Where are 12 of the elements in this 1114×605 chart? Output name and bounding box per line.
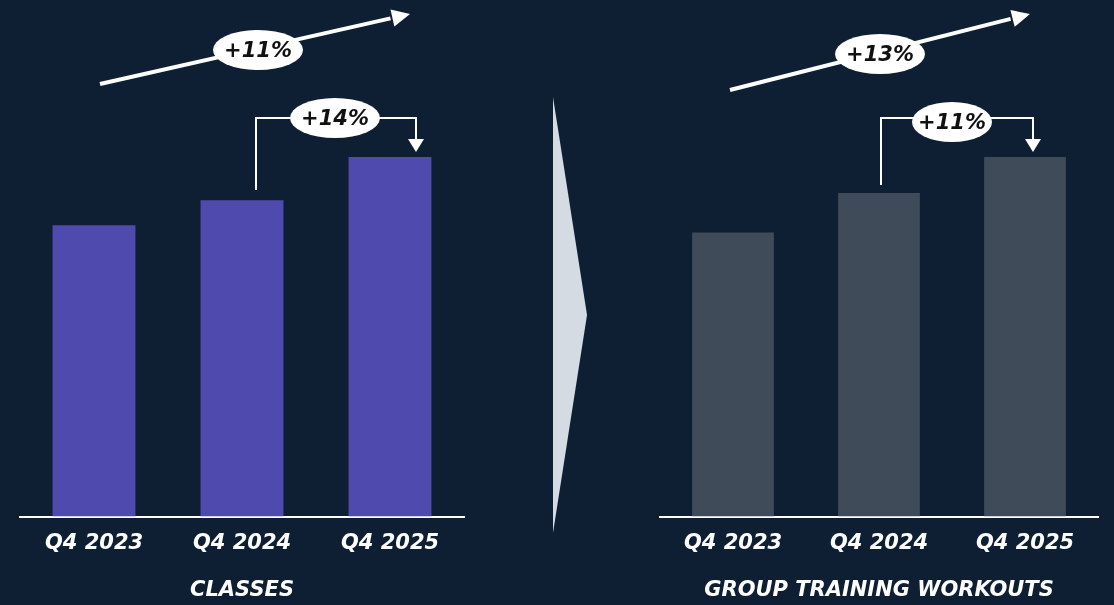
x-tick-label: Q4 2023: [44, 529, 144, 554]
x-tick-label: Q4 2024: [829, 529, 929, 554]
text: +13%: [835, 34, 925, 74]
text: +11%: [213, 30, 303, 70]
x-axis-title: CLASSES: [189, 576, 295, 601]
x-tick-label: Q4 2023: [683, 529, 783, 554]
text: +11%: [912, 102, 992, 142]
x-tick-label: Q4 2025: [975, 529, 1075, 554]
x-tick-label: Q4 2025: [340, 529, 440, 554]
x-tick-label: Q4 2024: [192, 529, 292, 554]
text: +14%: [290, 98, 380, 138]
x-axis-title: GROUP TRAINING WORKOUTS: [704, 576, 1054, 601]
